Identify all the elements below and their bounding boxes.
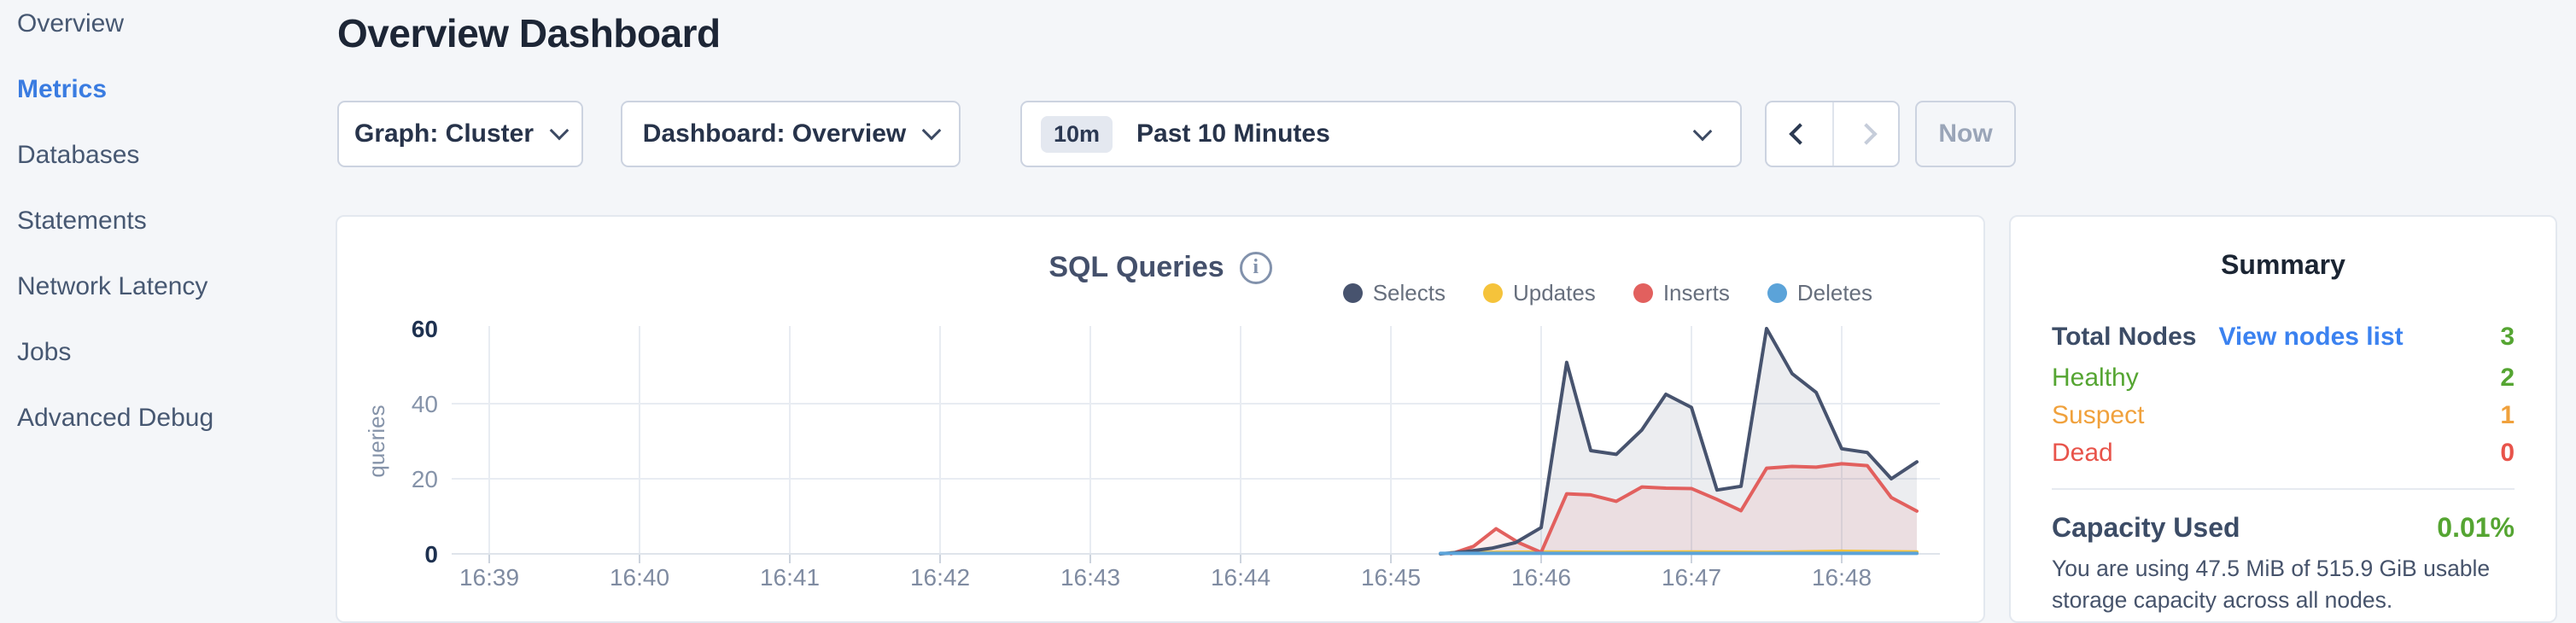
x-tick-label: 16:41	[760, 564, 820, 591]
legend-dot-icon	[1482, 283, 1503, 303]
total-nodes-row: Total Nodes View nodes list 3	[2052, 323, 2515, 352]
dashboard-dropdown-label: Dashboard: Overview	[642, 119, 907, 148]
x-tick-label: 16:44	[1211, 564, 1270, 591]
y-tick-label: 20	[412, 466, 438, 492]
suspect-nodes-row: Suspect 1	[2052, 401, 2515, 430]
chevron-down-icon	[549, 120, 570, 141]
chevron-down-icon	[1692, 121, 1713, 142]
legend-label: Deletes	[1796, 280, 1872, 306]
graph-dropdown[interactable]: Graph: Cluster	[337, 101, 583, 167]
chevron-down-icon	[921, 120, 942, 141]
time-window-badge: 10m	[1041, 115, 1113, 153]
legend-dot-icon	[1342, 283, 1363, 303]
healthy-label: Healthy	[2052, 364, 2139, 392]
x-tick-label: 16:40	[610, 564, 669, 591]
sidebar-item-statements[interactable]: Statements	[17, 207, 147, 235]
selects-area-fill	[1440, 329, 1917, 554]
healthy-nodes-row: Healthy 2	[2052, 364, 2515, 393]
divider	[2052, 488, 2515, 490]
time-step-forward-button[interactable]	[1832, 102, 1898, 166]
chart-title: SQL Queries	[1049, 251, 1224, 283]
total-nodes-value: 3	[2500, 323, 2515, 351]
chevron-right-icon	[1855, 123, 1878, 145]
legend-item-deletes[interactable]: Deletes	[1767, 280, 1872, 306]
legend-item-selects[interactable]: Selects	[1342, 280, 1446, 306]
view-nodes-list-link[interactable]: View nodes list	[2218, 323, 2404, 351]
info-icon[interactable]: i	[1239, 251, 1272, 284]
now-button[interactable]: Now	[1915, 101, 2016, 167]
x-tick-label: 16:45	[1361, 564, 1421, 591]
summary-panel: Summary Total Nodes View nodes list 3 He…	[2009, 215, 2557, 623]
dead-nodes-row: Dead 0	[2052, 439, 2515, 468]
sidebar-item-metrics[interactable]: Metrics	[17, 75, 108, 103]
x-tick-label: 16:46	[1511, 564, 1571, 591]
selects-line	[1439, 327, 1919, 556]
sql-queries-chart-card: SQL Queries i Selects Updates Inserts Delet…	[336, 215, 1985, 623]
total-nodes-label: Total Nodes	[2052, 323, 2197, 351]
y-tick-label: 60	[412, 316, 438, 342]
y-axis-label: queries	[364, 405, 389, 477]
sidebar-item-advanced-debug[interactable]: Advanced Debug	[17, 404, 214, 432]
dashboard-dropdown[interactable]: Dashboard: Overview	[621, 101, 961, 167]
sql-queries-chart[interactable]: 16:39 16:40 16:41 16:42 16:43 16:44 16:45 16:46…	[337, 217, 1983, 621]
sidebar: Overview Metrics Databases Statements Ne…	[0, 0, 335, 623]
time-step-buttons	[1765, 101, 1900, 167]
graph-dropdown-label: Graph: Cluster	[353, 119, 534, 148]
x-tick-label: 16:48	[1812, 564, 1872, 591]
page-title: Overview Dashboard	[337, 11, 721, 55]
suspect-value: 1	[2500, 401, 2515, 429]
legend-label: Selects	[1372, 280, 1446, 306]
chart-legend: Selects Updates Inserts Deletes	[1342, 280, 1872, 306]
x-tick-label: 16:43	[1060, 564, 1120, 591]
inserts-line	[1449, 462, 1919, 556]
capacity-used-value: 0.01%	[2437, 512, 2515, 543]
capacity-used-label: Capacity Used	[2052, 512, 2240, 543]
time-step-back-button[interactable]	[1767, 102, 1832, 166]
chevron-left-icon	[1788, 123, 1811, 145]
x-tick-label: 16:47	[1662, 564, 1721, 591]
legend-dot-icon	[1633, 283, 1653, 303]
y-tick-label: 0	[424, 541, 438, 568]
legend-item-updates[interactable]: Updates	[1482, 280, 1596, 306]
legend-label: Inserts	[1662, 280, 1730, 306]
sidebar-item-network-latency[interactable]: Network Latency	[17, 272, 208, 300]
dead-label: Dead	[2052, 439, 2113, 467]
sidebar-item-overview[interactable]: Overview	[17, 9, 125, 38]
time-window-selector[interactable]: 10m Past 10 Minutes	[1020, 101, 1742, 167]
y-tick-label: 40	[412, 391, 438, 417]
summary-title: Summary	[2221, 249, 2345, 280]
x-tick-label: 16:42	[910, 564, 970, 591]
capacity-used-row: Capacity Used 0.01%	[2052, 512, 2515, 544]
healthy-value: 2	[2500, 364, 2515, 392]
time-window-label: Past 10 Minutes	[1136, 119, 1330, 148]
sidebar-item-jobs[interactable]: Jobs	[17, 338, 72, 366]
legend-label: Updates	[1512, 280, 1596, 306]
legend-dot-icon	[1767, 283, 1787, 303]
suspect-label: Suspect	[2052, 401, 2145, 429]
inserts-area-fill	[1451, 463, 1917, 554]
dead-value: 0	[2500, 439, 2515, 467]
legend-item-inserts[interactable]: Inserts	[1633, 280, 1730, 306]
x-tick-label: 16:39	[459, 564, 519, 591]
capacity-description: You are using 47.5 MiB of 515.9 GiB usab…	[2052, 556, 2491, 613]
sidebar-item-databases[interactable]: Databases	[17, 141, 140, 169]
